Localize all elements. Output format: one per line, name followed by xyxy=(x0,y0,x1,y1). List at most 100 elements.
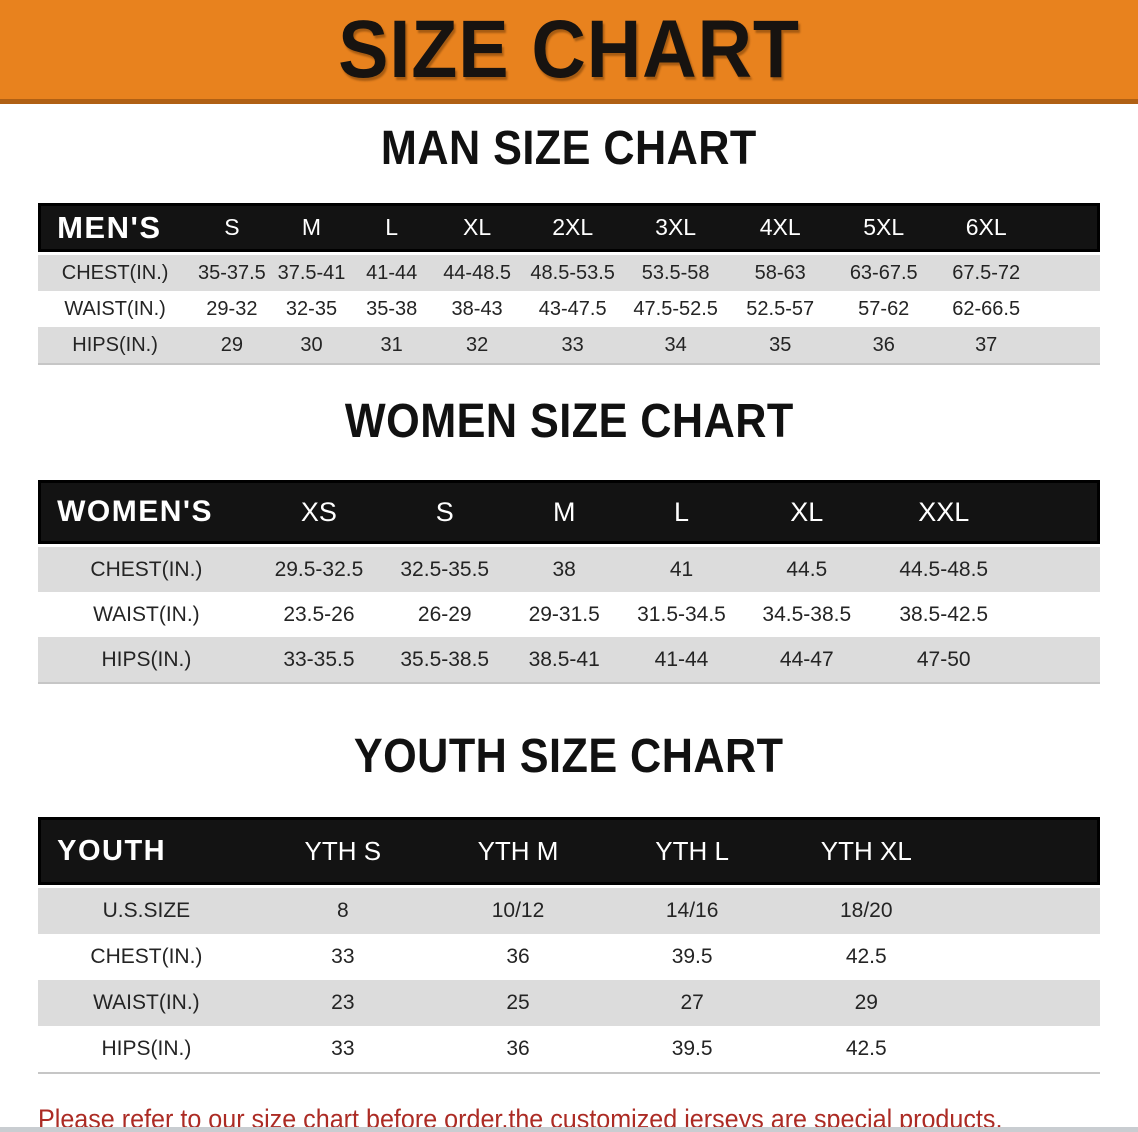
size-cell: 44-48.5 xyxy=(432,252,523,291)
size-cell: 38.5-41 xyxy=(506,637,623,684)
size-cell: 29.5-32.5 xyxy=(254,544,384,592)
men-hips-row: HIPS(IN.) 29 30 31 32 33 34 35 36 37 xyxy=(38,327,1100,365)
women-size-header: S xyxy=(383,480,507,544)
size-cell: 62-66.5 xyxy=(935,291,1038,327)
size-cell: 29 xyxy=(779,980,954,1026)
men-size-header: 5XL xyxy=(832,203,936,252)
men-section-title-text: MAN SIZE CHART xyxy=(381,122,757,175)
size-cell: 31 xyxy=(351,327,432,365)
men-table-label: MEN'S xyxy=(38,203,193,252)
size-cell: 33 xyxy=(522,327,624,365)
filler-cell xyxy=(1014,637,1100,684)
filler-cell xyxy=(1014,592,1100,637)
women-section-title: WOMEN SIZE CHART xyxy=(0,395,1138,460)
men-size-header: XL xyxy=(432,203,523,252)
row-label: HIPS(IN.) xyxy=(38,327,193,365)
size-cell: 52.5-57 xyxy=(728,291,833,327)
size-cell: 44.5 xyxy=(740,544,873,592)
size-cell: 33-35.5 xyxy=(254,637,384,684)
row-label: WAIST(IN.) xyxy=(38,592,255,637)
filler-cell xyxy=(953,934,1100,980)
row-label: HIPS(IN.) xyxy=(38,637,255,684)
filler-cell xyxy=(1014,544,1100,592)
size-cell: 29 xyxy=(192,327,272,365)
youth-size-header: YTH M xyxy=(430,817,606,885)
size-cell: 39.5 xyxy=(605,1026,780,1074)
size-cell: 36 xyxy=(430,1026,606,1074)
size-cell: 36 xyxy=(430,934,606,980)
size-cell: 63-67.5 xyxy=(832,252,936,291)
banner: SIZE CHART xyxy=(0,0,1138,104)
youth-section-title-text: YOUTH SIZE CHART xyxy=(354,730,784,783)
row-label: WAIST(IN.) xyxy=(38,980,255,1026)
size-cell: 41-44 xyxy=(622,637,741,684)
size-cell: 35.5-38.5 xyxy=(383,637,507,684)
size-cell: 29-32 xyxy=(192,291,272,327)
women-section-title-text: WOMEN SIZE CHART xyxy=(344,395,794,448)
size-cell: 32-35 xyxy=(271,291,352,327)
women-size-header: XL xyxy=(740,480,873,544)
size-cell: 37 xyxy=(935,327,1038,365)
size-cell: 35-38 xyxy=(351,291,432,327)
men-table-header: MEN'S S M L XL 2XL 3XL 4XL 5XL 6XL xyxy=(38,203,1100,252)
size-cell: 48.5-53.5 xyxy=(522,252,624,291)
filler-cell xyxy=(1037,252,1100,291)
women-chest-row: CHEST(IN.) 29.5-32.5 32.5-35.5 38 41 44.… xyxy=(38,544,1100,592)
youth-table-header: YOUTH YTH S YTH M YTH L YTH XL xyxy=(38,817,1100,885)
men-chest-row: CHEST(IN.) 35-37.5 37.5-41 41-44 44-48.5… xyxy=(38,252,1100,291)
youth-ussize-row: U.S.SIZE 8 10/12 14/16 18/20 xyxy=(38,885,1100,934)
size-cell: 44.5-48.5 xyxy=(872,544,1015,592)
size-cell: 39.5 xyxy=(605,934,780,980)
youth-size-header: YTH XL xyxy=(779,817,954,885)
men-size-header: 6XL xyxy=(935,203,1038,252)
bottom-edge-strip xyxy=(0,1127,1138,1132)
youth-size-header: YTH L xyxy=(605,817,780,885)
size-cell: 29-31.5 xyxy=(506,592,623,637)
size-cell: 32.5-35.5 xyxy=(383,544,507,592)
row-label: CHEST(IN.) xyxy=(38,934,255,980)
size-cell: 30 xyxy=(271,327,352,365)
size-cell: 14/16 xyxy=(605,885,780,934)
women-size-header: XS xyxy=(254,480,384,544)
size-cell: 41-44 xyxy=(351,252,432,291)
size-cell: 38 xyxy=(506,544,623,592)
filler-cell xyxy=(1037,327,1100,365)
row-label: HIPS(IN.) xyxy=(38,1026,255,1074)
size-cell: 41 xyxy=(622,544,741,592)
women-header-row: WOMEN'S XS S M L XL XXL xyxy=(38,480,1100,544)
banner-title: SIZE CHART xyxy=(338,3,800,95)
size-cell: 33 xyxy=(254,1026,431,1074)
men-size-header: 4XL xyxy=(728,203,833,252)
men-waist-row: WAIST(IN.) 29-32 32-35 35-38 38-43 43-47… xyxy=(38,291,1100,327)
size-cell: 44-47 xyxy=(740,637,873,684)
youth-size-header: YTH S xyxy=(254,817,431,885)
size-cell: 36 xyxy=(832,327,936,365)
men-size-header: L xyxy=(351,203,432,252)
women-size-header: XXL xyxy=(872,480,1015,544)
size-cell: 35 xyxy=(728,327,833,365)
filler-cell xyxy=(1037,291,1100,327)
youth-table-body: U.S.SIZE 8 10/12 14/16 18/20 CHEST(IN.) … xyxy=(38,885,1100,1074)
youth-section-title: YOUTH SIZE CHART xyxy=(0,730,1138,795)
youth-header-row: YOUTH YTH S YTH M YTH L YTH XL xyxy=(38,817,1100,885)
men-size-table: MEN'S S M L XL 2XL 3XL 4XL 5XL 6XL CHEST… xyxy=(38,203,1100,365)
size-cell: 53.5-58 xyxy=(623,252,729,291)
men-table-body: CHEST(IN.) 35-37.5 37.5-41 41-44 44-48.5… xyxy=(38,252,1100,365)
women-waist-row: WAIST(IN.) 23.5-26 26-29 29-31.5 31.5-34… xyxy=(38,592,1100,637)
youth-size-table: YOUTH YTH S YTH M YTH L YTH XL U.S.SIZE … xyxy=(38,817,1100,1074)
women-header-filler xyxy=(1014,480,1100,544)
women-table-header: WOMEN'S XS S M L XL XXL xyxy=(38,480,1100,544)
youth-table-label: YOUTH xyxy=(38,817,255,885)
women-table-label: WOMEN'S xyxy=(38,480,255,544)
size-cell: 33 xyxy=(254,934,431,980)
size-cell: 26-29 xyxy=(383,592,507,637)
men-header-filler xyxy=(1037,203,1100,252)
youth-hips-row: HIPS(IN.) 33 36 39.5 42.5 xyxy=(38,1026,1100,1074)
size-cell: 18/20 xyxy=(779,885,954,934)
men-size-header: M xyxy=(271,203,352,252)
size-cell: 57-62 xyxy=(832,291,936,327)
women-table-body: CHEST(IN.) 29.5-32.5 32.5-35.5 38 41 44.… xyxy=(38,544,1100,684)
size-cell: 10/12 xyxy=(430,885,606,934)
youth-header-filler xyxy=(953,817,1100,885)
